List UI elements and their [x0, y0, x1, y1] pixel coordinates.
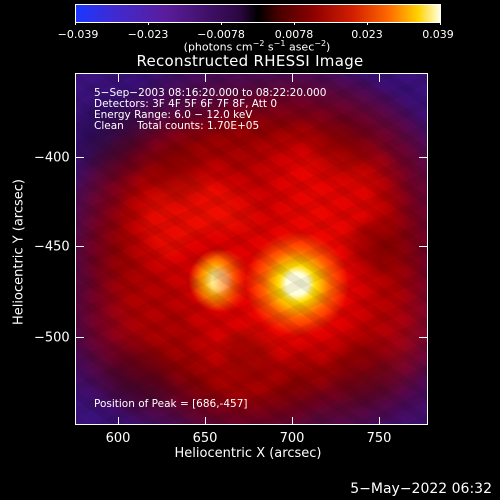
x-axis-tick-700-bottom [292, 417, 293, 425]
x-axis-tick-label-750: 750 [366, 431, 392, 446]
clean-total-counts-annotation: Clean Total counts: 1.70E+05 [94, 120, 260, 132]
y-axis-tick-label-minus-450: −450 [34, 239, 70, 255]
time-range-annotation: 5−Sep−2003 08:16:20.000 to 08:22:20.000 [94, 87, 327, 99]
colorbar [75, 4, 441, 23]
y-axis-label: Heliocentric Y (arcsec) [11, 179, 27, 325]
image-title: Reconstructed RHESSI Image [136, 52, 364, 70]
colorbar-tick-neg-00078 [221, 22, 222, 25]
colorbar-unit-s: s [264, 40, 274, 54]
colorbar-tick-pos-0023 [367, 22, 368, 25]
colorbar-label-5: 0.039 [422, 28, 454, 41]
colorbar-unit-cm-exponent: −2 [252, 39, 265, 48]
colorbar-label-1: −0.023 [127, 28, 169, 41]
generated-timestamp: 5−May−2022 06:32 [350, 481, 492, 497]
colorbar-unit-suffix: ) [326, 40, 331, 54]
energy-range-annotation: Energy Range: 6.0 − 12.0 keV [94, 109, 253, 121]
detectors-annotation: Detectors: 3F 4F 5F 6F 7F 8F, Att 0 [94, 98, 278, 110]
colorbar-label-3: 0.0078 [274, 28, 314, 41]
colorbar-label-min: −0.039 [57, 28, 99, 41]
x-axis-label: Heliocentric X (arcsec) [174, 446, 322, 461]
colorbar-label-4: 0.023 [351, 28, 383, 41]
x-axis-tick-750-bottom [379, 417, 380, 425]
colorbar-tick-max [440, 22, 441, 25]
y-axis-tick-label-minus-400: −400 [34, 150, 70, 166]
y-axis-tick-minus-450-right [419, 246, 427, 247]
peak-position-annotation: Position of Peak = [686,-457] [94, 398, 248, 410]
y-axis-tick-minus-500-right [419, 337, 427, 338]
x-axis-tick-label-700: 700 [279, 431, 305, 446]
colorbar-label-2: −0.0078 [197, 28, 245, 41]
x-axis-tick-600-top [118, 74, 119, 82]
colorbar-tick-pos-00078 [294, 22, 295, 25]
x-axis-tick-600-bottom [118, 417, 119, 425]
x-axis-tick-label-600: 600 [105, 431, 131, 446]
colorbar-unit-s-exponent: −1 [273, 39, 286, 48]
colorbar-unit-asec: asec [285, 40, 315, 54]
colorbar-tick-min [75, 22, 76, 25]
rhessi-image-texture [76, 74, 427, 424]
y-axis-tick-minus-400-right [419, 157, 427, 158]
y-axis-tick-minus-450-left [76, 246, 84, 247]
y-axis-tick-label-minus-500: −500 [34, 330, 70, 346]
colorbar-unit-asec-exponent: −2 [314, 39, 327, 48]
rhessi-intensity-map [76, 74, 427, 424]
x-axis-tick-650-bottom [205, 417, 206, 425]
y-axis-tick-minus-400-left [76, 157, 84, 158]
x-axis-tick-650-top [205, 74, 206, 82]
rhessi-image-plot: 5−Sep−2003 08:16:20.000 to 08:22:20.000 … [75, 73, 428, 425]
x-axis-tick-700-top [292, 74, 293, 82]
x-axis-tick-label-650: 650 [192, 431, 218, 446]
colorbar-tick-neg-0023 [148, 22, 149, 25]
y-axis-tick-minus-500-left [76, 337, 84, 338]
colorbar-unit-prefix: (photons cm [183, 40, 253, 54]
colorbar-unit: (photons cm−2 s−1 asec−2) [184, 39, 331, 54]
x-axis-tick-750-top [379, 74, 380, 82]
